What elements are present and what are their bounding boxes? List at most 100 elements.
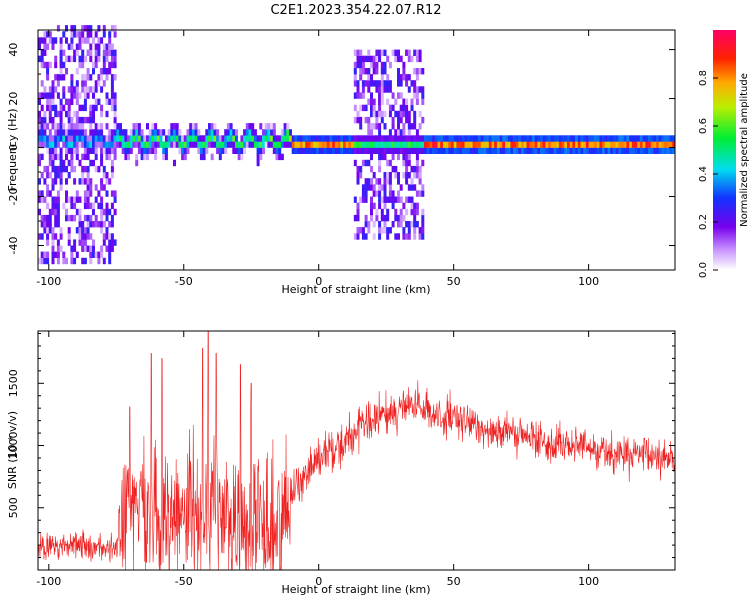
spectrogram-cell [75,227,79,234]
spectrogram-cell [399,92,403,99]
spectrogram-cell [572,141,576,148]
spectrogram-cell [38,43,41,50]
spectrogram-cell [413,184,417,191]
spectrogram-cell [70,251,74,258]
spectrogram-cell [81,233,85,240]
spectrogram-cell [372,202,376,210]
spectrogram-cell [302,147,306,154]
spectrogram-cell [364,80,368,87]
spectrogram-cell [81,37,85,44]
spectrogram-cell [540,141,543,148]
x-tick-label: 0 [315,275,322,288]
spectrogram-cell [397,196,400,203]
spectrogram-cell [305,135,309,142]
spectrogram-cell [324,141,328,148]
spectrogram-cell [334,135,338,142]
spectrogram-cell [364,233,368,240]
spectrogram-cell [548,141,552,148]
spectrogram-cell [86,147,90,154]
spectrogram-cell [116,129,120,136]
spectrogram-cell [402,98,406,105]
spectrogram-cell [121,135,125,142]
spectrogram-cell [505,147,508,154]
spectrogram-cell [86,116,90,124]
spectrogram-cell [510,141,514,148]
spectrogram-cell [86,178,90,185]
spectrogram-cell [81,135,85,142]
spectrogram-cell [65,141,68,148]
spectrogram-cell [129,135,133,142]
spectrogram-cell [191,129,195,136]
spectrogram-cell [394,135,398,142]
spectrogram-cell [410,196,414,203]
spectrogram-cell [348,141,352,148]
spectrogram-cell [518,141,522,148]
spectrogram-cell [380,184,384,191]
spectrogram-cell [370,104,373,112]
spectrogram-cell [370,184,373,191]
spectrogram-cell [561,147,565,154]
spectrogram-cell [356,92,360,99]
spectrogram-cell [418,227,422,234]
spectrogram-cell [402,202,406,210]
spectrogram-cell [421,141,425,148]
spectrogram-cell [259,123,263,130]
spectrogram-cell [383,214,387,222]
spectrogram-cell [70,153,74,161]
spectrogram-cell [361,61,365,69]
spectrogram-cell [383,227,387,234]
spectrogram-cell [391,153,395,161]
spectrogram-cell [383,202,387,210]
spectrogram-cell [65,98,68,105]
spectrogram-cell [89,43,93,50]
spectrogram-cell [237,141,241,148]
spectrogram-cell [410,135,414,142]
spectrogram-cell [634,141,638,148]
spectrogram-cell [143,147,147,154]
spectrogram-cell [642,147,646,154]
spectrogram-cell [332,141,336,148]
spectrogram-cell [410,104,414,112]
spectrogram-cell [46,61,50,69]
spectrogram-cells [38,25,676,265]
colorbar: 0.00.20.40.60.8 Normalized spectral ampl… [698,30,750,278]
spectrogram-cell [110,80,114,87]
spectrogram-cell [189,141,193,148]
spectrogram-cell [243,141,247,148]
spectrogram-cell [356,172,360,179]
spectrogram-cell [78,178,82,185]
spectrogram-cell [353,68,357,75]
spectrogram-cell [364,68,368,75]
spectrogram-cell [397,214,400,222]
spectrogram-cell [534,147,538,154]
spectrogram-cell [421,116,425,124]
spectrogram-cell [124,153,128,161]
spectrogram-cell [59,104,63,112]
spectrogram-cell [410,55,414,63]
spectrogram-cell [51,43,55,50]
spectrogram-cell [92,37,95,44]
spectrogram-cell [43,141,47,148]
spectrogram-cell [478,141,481,148]
spectrogram-cell [40,214,44,222]
spectrogram-cell [413,123,417,130]
spectrogram-frame [37,29,676,271]
spectrogram-cell [194,123,198,130]
spectrogram-cell [402,233,406,240]
spectrogram-cell [383,123,387,130]
spectrogram-cell [92,104,95,112]
spectrogram-cell [394,110,398,118]
spectrogram-cell [626,147,630,154]
spectrogram-cell [83,37,87,44]
spectrogram-cell [100,86,104,93]
spectrogram-cell [245,123,249,130]
spectrogram-cell [129,141,133,148]
spectrogram-cell [364,141,368,148]
spectrogram-cell [164,153,168,161]
spectrogram-cell [359,74,363,81]
spectrogram-cell [202,141,206,148]
spectrogram-cell [62,104,66,112]
spectrogram-cell [94,86,98,93]
spectrogram-cell [78,129,82,136]
spectrogram-cell [340,147,344,154]
